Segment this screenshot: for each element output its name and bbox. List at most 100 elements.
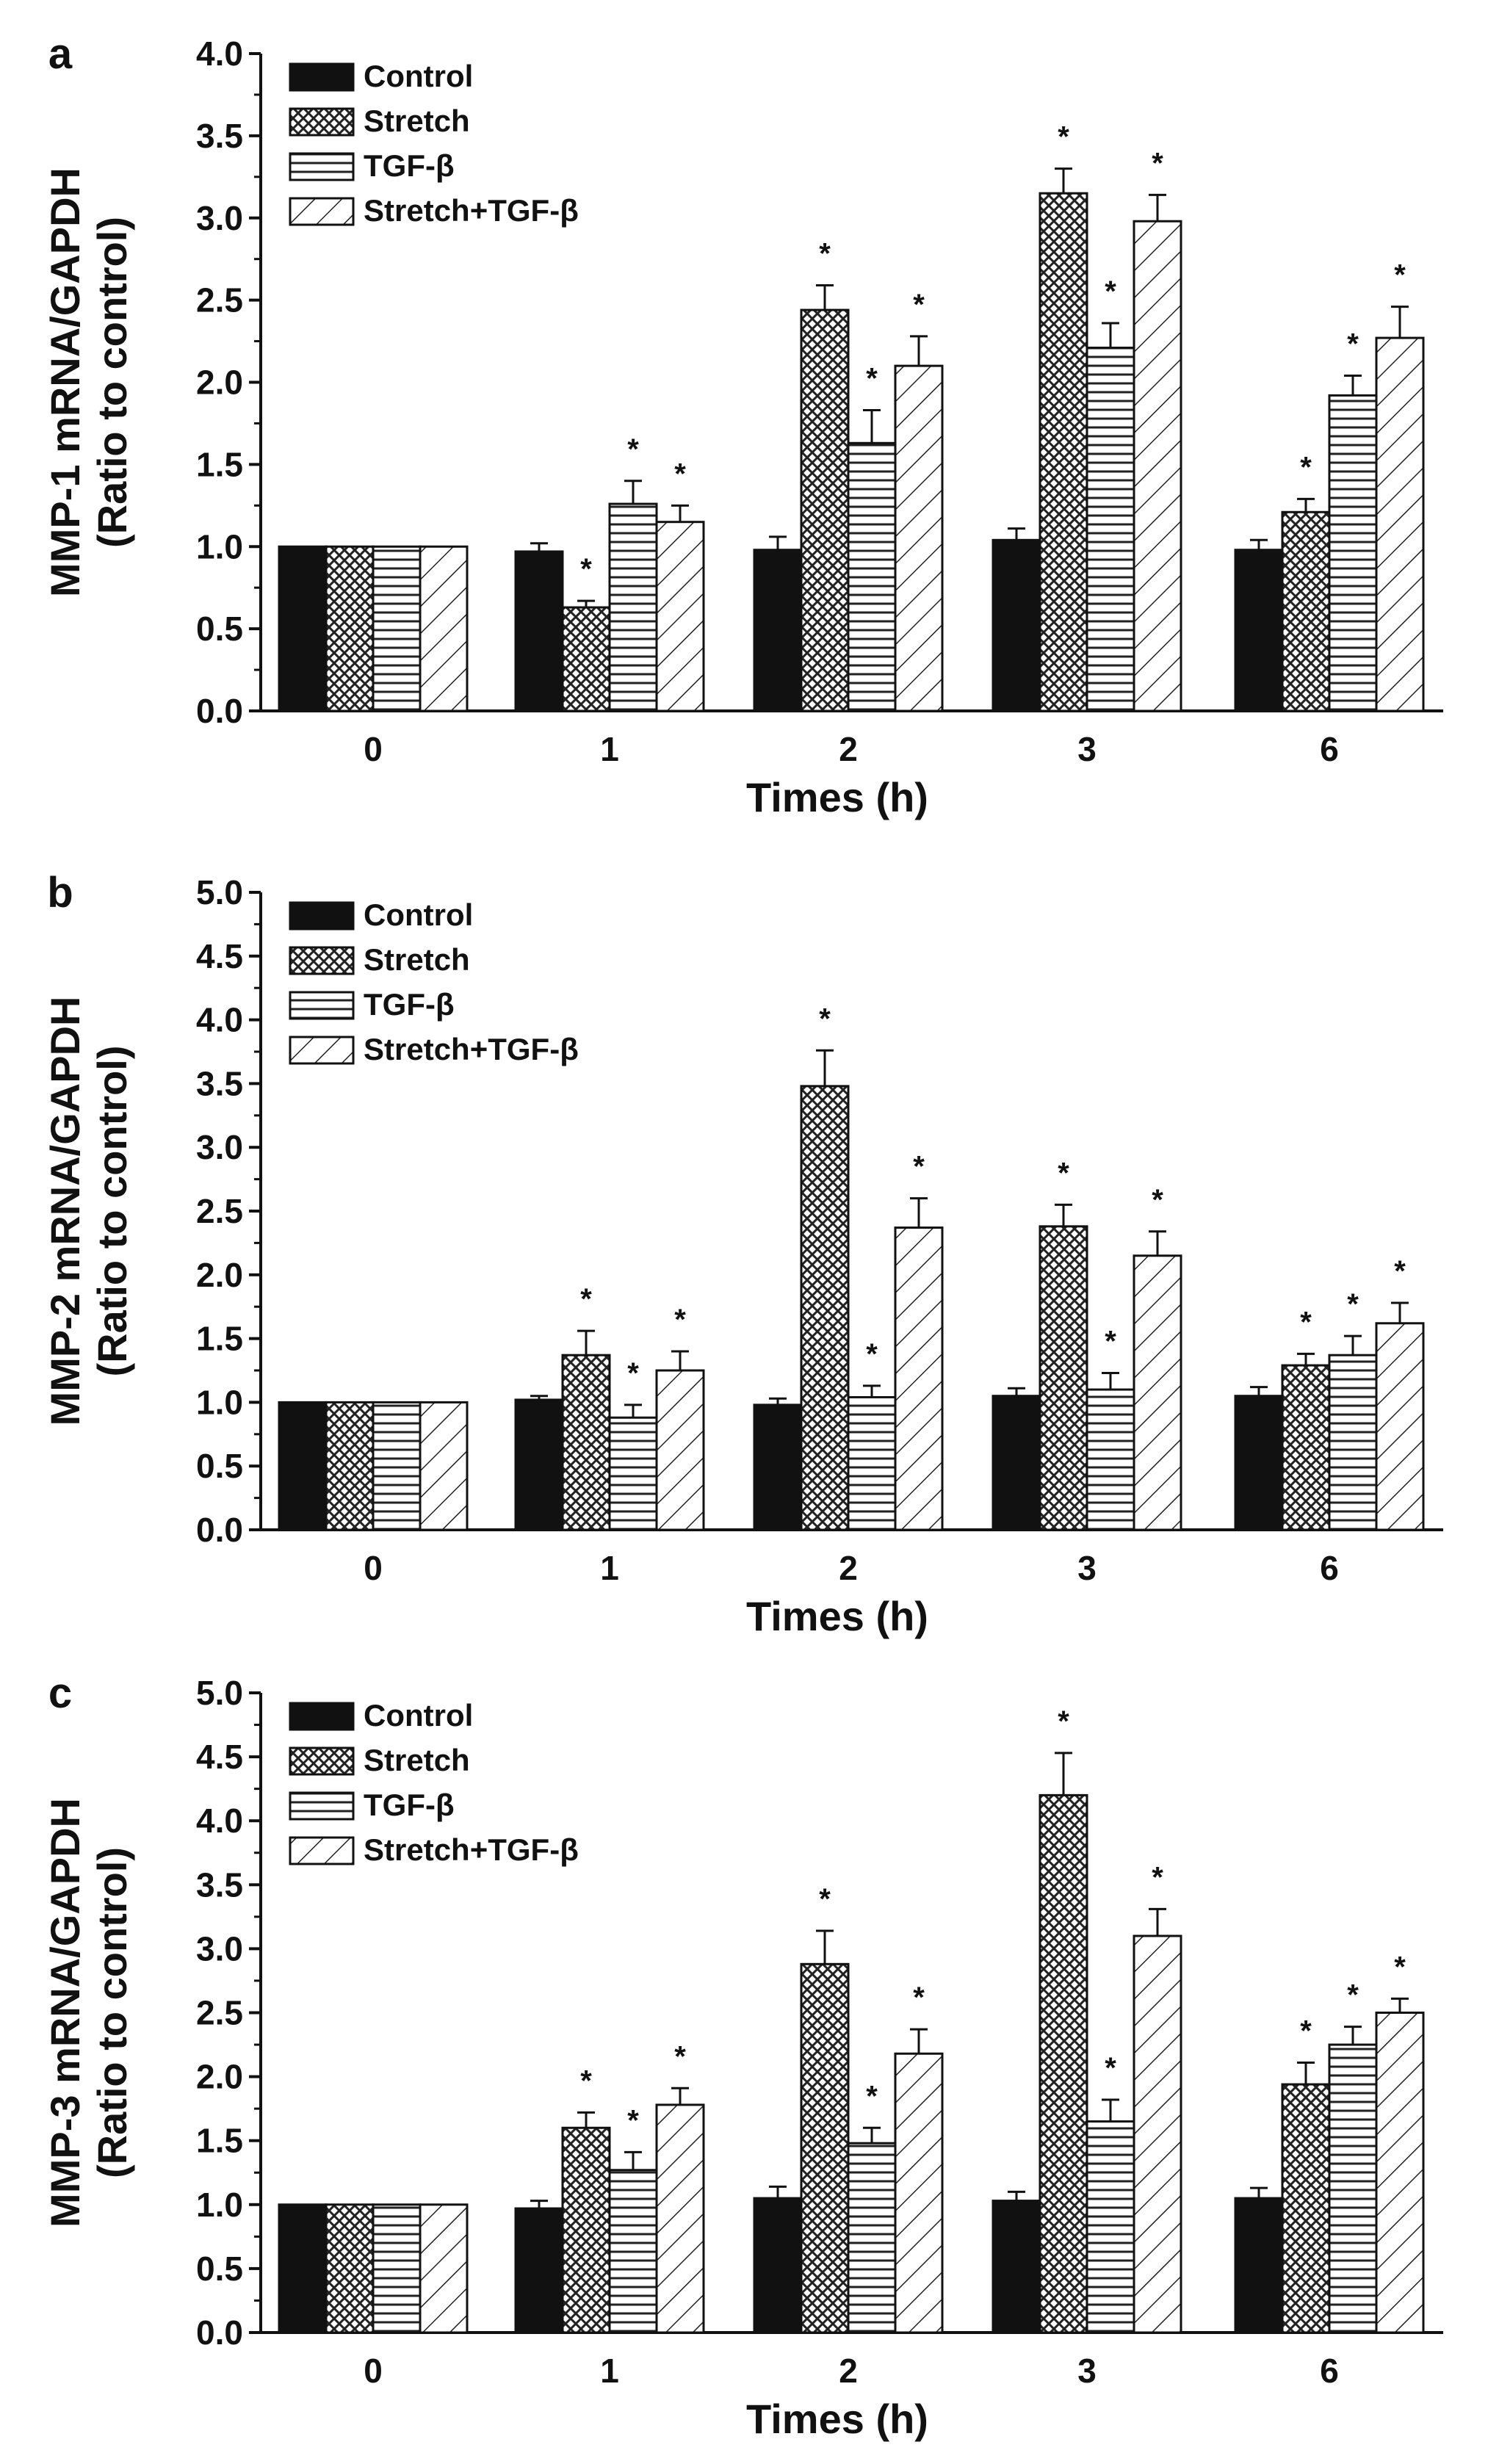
bar-diagonal-0 bbox=[419, 2203, 469, 2334]
significance-star: * bbox=[1152, 147, 1163, 179]
bar-diagonal-6 bbox=[1375, 1322, 1425, 1531]
legend-label: TGF-β bbox=[364, 148, 455, 183]
legend-swatch-horizontal bbox=[289, 991, 355, 1020]
y-tick-label: 0.0 bbox=[196, 2313, 243, 2352]
significance-star: * bbox=[819, 237, 831, 270]
y-tick-label: 2.0 bbox=[196, 2058, 243, 2096]
chart-panel-c: c MMP-3 mRNA/GAPDH (Ratio to control) 0.0 0.… bbox=[42, 1669, 1443, 2442]
significance-star: * bbox=[1394, 259, 1406, 292]
x-tick-label: 1 bbox=[600, 730, 619, 768]
significance-star: * bbox=[1347, 1288, 1359, 1320]
bar-crosshatch-2 bbox=[800, 1085, 850, 1531]
bar-crosshatch-6 bbox=[1281, 510, 1331, 712]
bar-solid-3 bbox=[991, 538, 1041, 712]
significance-star: * bbox=[913, 289, 925, 321]
bar-crosshatch-6 bbox=[1281, 2083, 1331, 2334]
significance-star: * bbox=[913, 1981, 925, 2014]
bar-crosshatch-3 bbox=[1039, 192, 1088, 712]
bar-diagonal-2 bbox=[894, 2052, 944, 2334]
y-tick-label: 4.0 bbox=[196, 1802, 243, 1840]
significance-star: * bbox=[627, 433, 639, 466]
bar-horizontal-3 bbox=[1086, 347, 1135, 712]
significance-star: * bbox=[866, 363, 878, 395]
legend-swatch-solid bbox=[289, 901, 355, 931]
bar-diagonal-1 bbox=[655, 521, 705, 712]
significance-star: * bbox=[1152, 1861, 1163, 1893]
legend-swatch-diagonal bbox=[289, 1036, 355, 1065]
x-tick-label: 6 bbox=[1320, 730, 1339, 768]
bar-horizontal-1 bbox=[608, 502, 658, 712]
bar-crosshatch-1 bbox=[561, 606, 611, 712]
legend-label: Control bbox=[364, 59, 473, 93]
y-tick-label: 1.0 bbox=[196, 1383, 243, 1421]
x-tick-label: 6 bbox=[1320, 2352, 1339, 2390]
bar-horizontal-2 bbox=[847, 441, 897, 712]
y-tick-label: 2.5 bbox=[196, 1994, 243, 2032]
bar-crosshatch-1 bbox=[561, 2126, 611, 2334]
significance-star: * bbox=[1105, 1325, 1116, 1357]
bar-horizontal-3 bbox=[1086, 1388, 1135, 1531]
y-tick-label: 1.5 bbox=[196, 445, 243, 483]
significance-star: * bbox=[1058, 1705, 1069, 1738]
significance-star: * bbox=[674, 1304, 686, 1336]
bar-solid-3 bbox=[991, 2200, 1041, 2334]
significance-star: * bbox=[1347, 1979, 1359, 2012]
y-axis-title: MMP-3 mRNA/GAPDH bbox=[42, 1798, 88, 2228]
y-tick-label: 3.5 bbox=[196, 1865, 243, 1904]
legend-label: Control bbox=[364, 897, 473, 932]
bar-diagonal-0 bbox=[419, 1401, 469, 1531]
bar-horizontal-0 bbox=[372, 1401, 422, 1531]
chart-panel-b: b MMP-2 mRNA/GAPDH (Ratio to control) 0.0 0.… bbox=[42, 869, 1443, 1639]
y-tick-label: 4.0 bbox=[196, 35, 243, 73]
bar-crosshatch-0 bbox=[325, 2203, 375, 2334]
bar-crosshatch-0 bbox=[325, 545, 375, 712]
bar-horizontal-1 bbox=[608, 2169, 658, 2334]
panel-letter: c bbox=[48, 1669, 72, 1717]
bar-solid-0 bbox=[278, 2203, 328, 2334]
x-tick-label: 2 bbox=[839, 2352, 858, 2390]
y-tick-label: 1.0 bbox=[196, 527, 243, 566]
legend-swatch-crosshatch bbox=[289, 946, 355, 975]
x-axis-title: Times (h) bbox=[746, 774, 928, 820]
y-axis-title: MMP-1 mRNA/GAPDH bbox=[42, 167, 88, 597]
legend-label: Stretch+TGF-β bbox=[364, 193, 579, 228]
bar-diagonal-3 bbox=[1133, 220, 1182, 712]
legend-swatch-crosshatch bbox=[289, 1746, 355, 1776]
x-tick-label: 6 bbox=[1320, 1549, 1339, 1587]
y-tick-label: 2.5 bbox=[196, 281, 243, 319]
bar-horizontal-0 bbox=[372, 545, 422, 712]
x-tick-label: 3 bbox=[1077, 730, 1097, 768]
bar-diagonal-2 bbox=[894, 364, 944, 712]
bar-horizontal-3 bbox=[1086, 2120, 1135, 2334]
y-tick-label: 4.5 bbox=[196, 937, 243, 975]
legend-label: Stretch+TGF-β bbox=[364, 1832, 579, 1867]
x-tick-label: 1 bbox=[600, 1549, 619, 1587]
legend-label: TGF-β bbox=[364, 987, 455, 1022]
significance-star: * bbox=[674, 458, 686, 490]
bar-diagonal-6 bbox=[1375, 336, 1425, 712]
legend-swatch-solid bbox=[289, 62, 355, 92]
x-tick-label: 3 bbox=[1077, 2352, 1097, 2390]
y-tick-label: 0.0 bbox=[196, 692, 243, 730]
bar-solid-0 bbox=[278, 545, 328, 712]
significance-star: * bbox=[580, 2064, 592, 2097]
y-tick-label: 3.5 bbox=[196, 117, 243, 155]
significance-star: * bbox=[1300, 2015, 1312, 2047]
bar-crosshatch-2 bbox=[800, 308, 850, 712]
legend-label: TGF-β bbox=[364, 1788, 455, 1822]
significance-star: * bbox=[1347, 328, 1359, 361]
x-tick-label: 0 bbox=[364, 2352, 383, 2390]
y-tick-label: 2.0 bbox=[196, 364, 243, 402]
x-tick-label: 0 bbox=[364, 730, 383, 768]
y-axis-title-sub: (Ratio to control) bbox=[89, 1847, 135, 2178]
bar-crosshatch-6 bbox=[1281, 1364, 1331, 1531]
y-tick-label: 3.0 bbox=[196, 199, 243, 237]
y-tick-label: 0.0 bbox=[196, 1511, 243, 1549]
y-tick-label: 0.5 bbox=[196, 2250, 243, 2288]
significance-star: * bbox=[1058, 1157, 1069, 1189]
bar-horizontal-2 bbox=[847, 1395, 897, 1531]
bar-diagonal-3 bbox=[1133, 1254, 1182, 1531]
bar-solid-6 bbox=[1234, 2197, 1284, 2334]
bar-diagonal-0 bbox=[419, 545, 469, 712]
significance-star: * bbox=[580, 1283, 592, 1315]
